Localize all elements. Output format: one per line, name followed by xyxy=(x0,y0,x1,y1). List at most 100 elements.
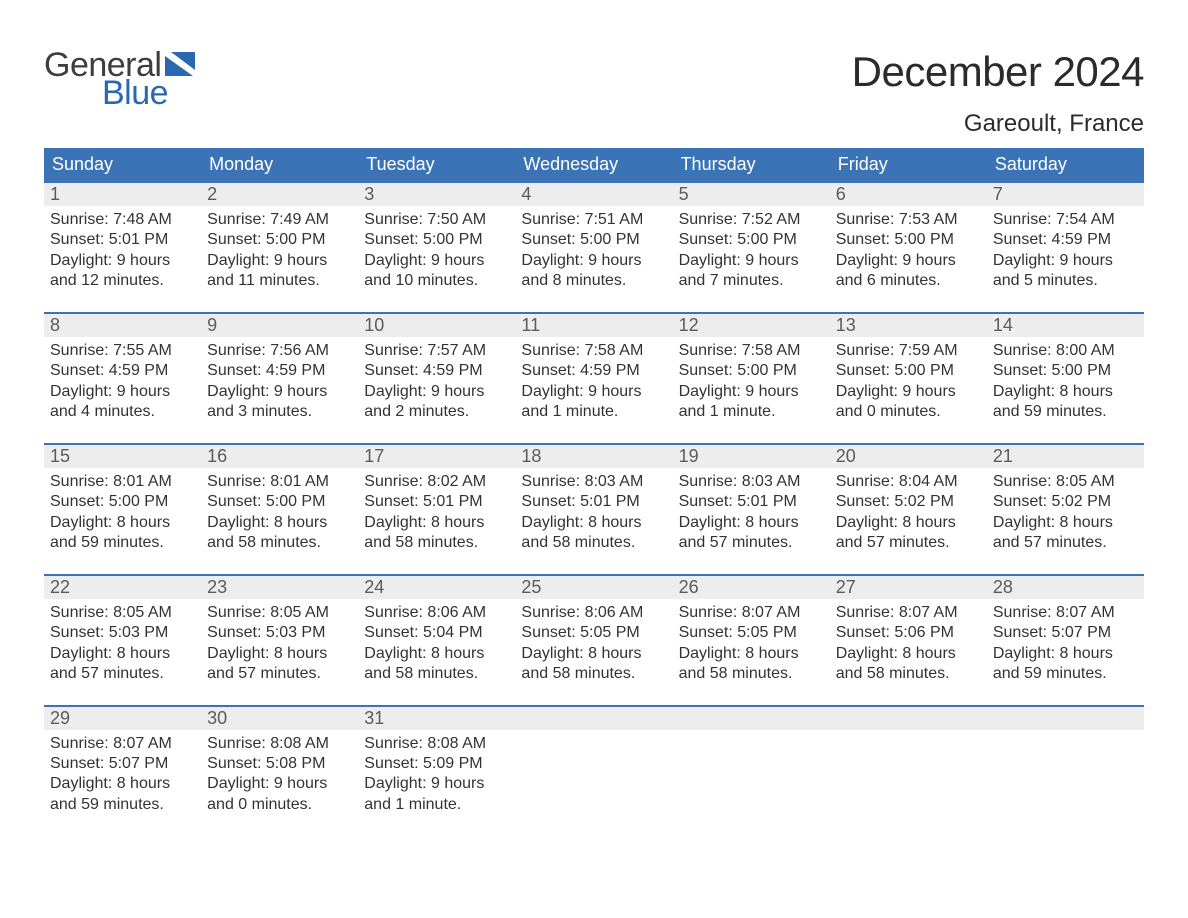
calendar-day: 25Sunrise: 8:06 AMSunset: 5:05 PMDayligh… xyxy=(515,576,672,691)
daylight-line2: and 2 minutes. xyxy=(364,402,509,422)
sunrise-line: Sunrise: 7:50 AM xyxy=(364,210,509,230)
sunset-line: Sunset: 5:01 PM xyxy=(521,492,666,512)
daylight-line1: Daylight: 9 hours xyxy=(364,251,509,271)
sunrise-line: Sunrise: 7:58 AM xyxy=(679,341,824,361)
sunset-line: Sunset: 5:06 PM xyxy=(836,623,981,643)
day-number: 21 xyxy=(993,446,1013,466)
sunrise-line: Sunrise: 8:08 AM xyxy=(364,734,509,754)
day-body xyxy=(830,730,987,740)
day-number-row: 16 xyxy=(201,445,358,468)
daylight-line2: and 1 minute. xyxy=(521,402,666,422)
logo-mark-icon xyxy=(165,52,199,76)
daylight-line1: Daylight: 9 hours xyxy=(836,382,981,402)
day-number: 25 xyxy=(521,577,541,597)
day-body: Sunrise: 7:55 AMSunset: 4:59 PMDaylight:… xyxy=(44,337,201,429)
sunrise-line: Sunrise: 7:54 AM xyxy=(993,210,1138,230)
day-body: Sunrise: 8:03 AMSunset: 5:01 PMDaylight:… xyxy=(515,468,672,560)
day-number-row: 18 xyxy=(515,445,672,468)
day-number-row: 2 xyxy=(201,183,358,206)
title-block: December 2024 Gareoult, France xyxy=(852,48,1144,138)
calendar-day: 8Sunrise: 7:55 AMSunset: 4:59 PMDaylight… xyxy=(44,314,201,429)
day-number: 30 xyxy=(207,708,227,728)
day-body: Sunrise: 7:49 AMSunset: 5:00 PMDaylight:… xyxy=(201,206,358,298)
day-number-row: 17 xyxy=(358,445,515,468)
calendar-day: 11Sunrise: 7:58 AMSunset: 4:59 PMDayligh… xyxy=(515,314,672,429)
day-number-row: 14 xyxy=(987,314,1144,337)
day-number-row: 4 xyxy=(515,183,672,206)
calendar-day: 19Sunrise: 8:03 AMSunset: 5:01 PMDayligh… xyxy=(673,445,830,560)
calendar-header-cell: Thursday xyxy=(673,148,830,181)
calendar-day: 30Sunrise: 8:08 AMSunset: 5:08 PMDayligh… xyxy=(201,707,358,822)
day-number-row: 19 xyxy=(673,445,830,468)
calendar-day xyxy=(987,707,1144,822)
day-number-row: 6 xyxy=(830,183,987,206)
calendar-day xyxy=(830,707,987,822)
day-number-row: 13 xyxy=(830,314,987,337)
daylight-line2: and 59 minutes. xyxy=(993,664,1138,684)
sunrise-line: Sunrise: 8:08 AM xyxy=(207,734,352,754)
day-number: 8 xyxy=(50,315,60,335)
calendar-day: 17Sunrise: 8:02 AMSunset: 5:01 PMDayligh… xyxy=(358,445,515,560)
sunrise-line: Sunrise: 8:02 AM xyxy=(364,472,509,492)
calendar-day: 12Sunrise: 7:58 AMSunset: 5:00 PMDayligh… xyxy=(673,314,830,429)
day-number-row: 15 xyxy=(44,445,201,468)
sunrise-line: Sunrise: 8:00 AM xyxy=(993,341,1138,361)
day-number-row: 8 xyxy=(44,314,201,337)
calendar-day xyxy=(515,707,672,822)
calendar-day: 22Sunrise: 8:05 AMSunset: 5:03 PMDayligh… xyxy=(44,576,201,691)
calendar-day: 24Sunrise: 8:06 AMSunset: 5:04 PMDayligh… xyxy=(358,576,515,691)
day-number-row xyxy=(515,707,672,730)
calendar-day xyxy=(673,707,830,822)
sunrise-line: Sunrise: 8:05 AM xyxy=(993,472,1138,492)
daylight-line1: Daylight: 8 hours xyxy=(679,513,824,533)
daylight-line2: and 11 minutes. xyxy=(207,271,352,291)
day-number-row: 24 xyxy=(358,576,515,599)
day-number-row xyxy=(673,707,830,730)
calendar-header-cell: Sunday xyxy=(44,148,201,181)
sunrise-line: Sunrise: 8:01 AM xyxy=(207,472,352,492)
daylight-line1: Daylight: 8 hours xyxy=(679,644,824,664)
daylight-line1: Daylight: 9 hours xyxy=(521,251,666,271)
daylight-line1: Daylight: 9 hours xyxy=(993,251,1138,271)
daylight-line2: and 59 minutes. xyxy=(993,402,1138,422)
sunset-line: Sunset: 4:59 PM xyxy=(207,361,352,381)
sunset-line: Sunset: 5:03 PM xyxy=(50,623,195,643)
sunrise-line: Sunrise: 8:07 AM xyxy=(679,603,824,623)
sunrise-line: Sunrise: 7:48 AM xyxy=(50,210,195,230)
sunset-line: Sunset: 5:00 PM xyxy=(836,361,981,381)
sunset-line: Sunset: 5:02 PM xyxy=(836,492,981,512)
sunrise-line: Sunrise: 7:53 AM xyxy=(836,210,981,230)
sunset-line: Sunset: 4:59 PM xyxy=(50,361,195,381)
sunset-line: Sunset: 5:01 PM xyxy=(679,492,824,512)
daylight-line1: Daylight: 8 hours xyxy=(50,513,195,533)
daylight-line1: Daylight: 8 hours xyxy=(521,513,666,533)
daylight-line2: and 1 minute. xyxy=(679,402,824,422)
sunset-line: Sunset: 5:09 PM xyxy=(364,754,509,774)
day-body: Sunrise: 8:06 AMSunset: 5:04 PMDaylight:… xyxy=(358,599,515,691)
daylight-line2: and 58 minutes. xyxy=(521,664,666,684)
sunrise-line: Sunrise: 7:59 AM xyxy=(836,341,981,361)
calendar-week: 15Sunrise: 8:01 AMSunset: 5:00 PMDayligh… xyxy=(44,443,1144,560)
page-title: December 2024 xyxy=(852,48,1144,96)
daylight-line2: and 12 minutes. xyxy=(50,271,195,291)
day-number-row: 1 xyxy=(44,183,201,206)
day-number: 7 xyxy=(993,184,1003,204)
daylight-line2: and 58 minutes. xyxy=(207,533,352,553)
sunrise-line: Sunrise: 7:56 AM xyxy=(207,341,352,361)
calendar-day: 1Sunrise: 7:48 AMSunset: 5:01 PMDaylight… xyxy=(44,183,201,298)
calendar-day: 20Sunrise: 8:04 AMSunset: 5:02 PMDayligh… xyxy=(830,445,987,560)
calendar-day: 28Sunrise: 8:07 AMSunset: 5:07 PMDayligh… xyxy=(987,576,1144,691)
daylight-line2: and 4 minutes. xyxy=(50,402,195,422)
day-number xyxy=(836,708,841,728)
sunrise-line: Sunrise: 8:01 AM xyxy=(50,472,195,492)
day-body: Sunrise: 8:04 AMSunset: 5:02 PMDaylight:… xyxy=(830,468,987,560)
calendar-header-cell: Wednesday xyxy=(515,148,672,181)
day-number: 1 xyxy=(50,184,60,204)
sunrise-line: Sunrise: 7:57 AM xyxy=(364,341,509,361)
day-number: 16 xyxy=(207,446,227,466)
day-number-row: 30 xyxy=(201,707,358,730)
daylight-line2: and 0 minutes. xyxy=(836,402,981,422)
day-number: 3 xyxy=(364,184,374,204)
day-body: Sunrise: 8:02 AMSunset: 5:01 PMDaylight:… xyxy=(358,468,515,560)
calendar-day: 21Sunrise: 8:05 AMSunset: 5:02 PMDayligh… xyxy=(987,445,1144,560)
